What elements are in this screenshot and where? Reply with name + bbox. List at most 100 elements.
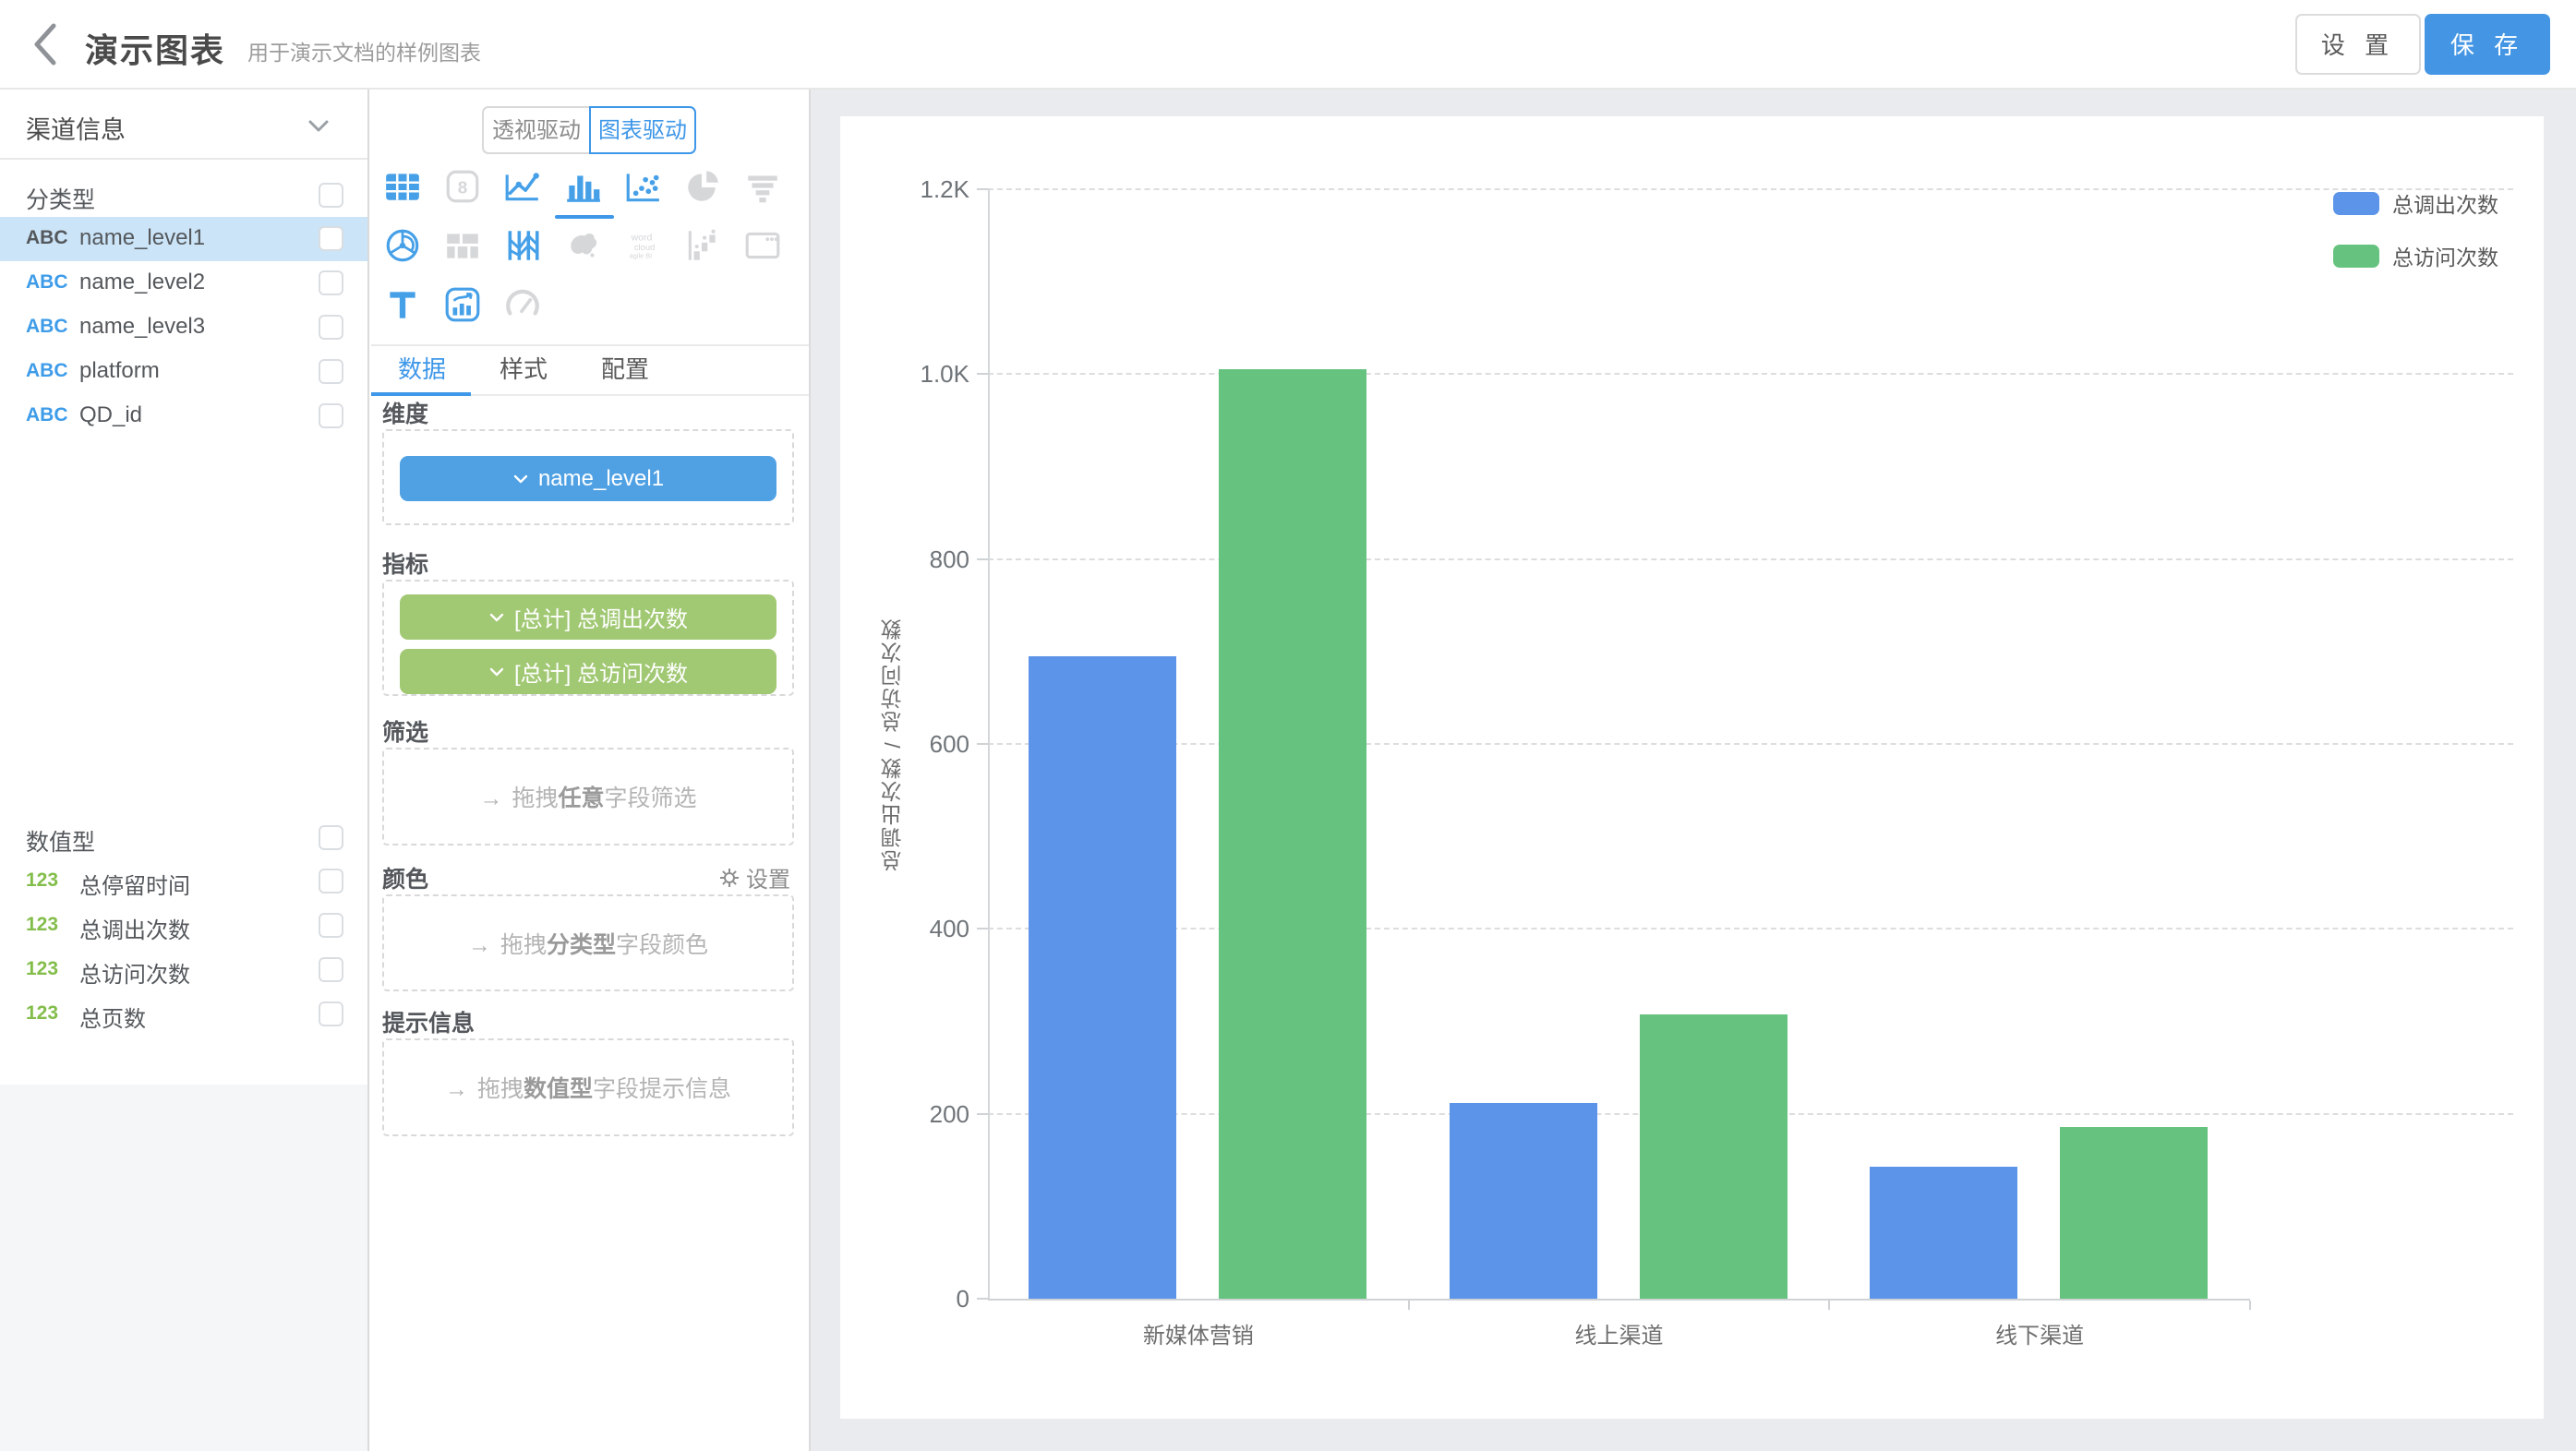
- bar-总访问次数-线上渠道[interactable]: [1639, 1014, 1788, 1299]
- field-checkbox[interactable]: [319, 270, 343, 295]
- save-button[interactable]: 保 存: [2425, 14, 2550, 75]
- waterfall-chart-icon[interactable]: [683, 226, 726, 269]
- tooltip-drop-hint: → 拖拽数值型字段提示信息: [444, 1076, 732, 1102]
- legend-label: 总调出次数: [2392, 193, 2498, 217]
- tooltip-drop-zone[interactable]: → 拖拽数值型字段提示信息: [382, 1038, 794, 1136]
- metric-card-icon[interactable]: 8: [443, 167, 486, 210]
- bar-总调出次数-线下渠道[interactable]: [1870, 1166, 2018, 1299]
- color-section-header: 颜色 设置: [382, 861, 794, 893]
- tab-数据[interactable]: 数据: [371, 346, 473, 396]
- field-row[interactable]: 123 总页数: [0, 992, 367, 1037]
- y-tick-label: 0: [956, 1285, 969, 1313]
- y-tick-mark: [977, 928, 988, 930]
- measure-drop-zone[interactable]: [总计] 总调出次数 [总计] 总访问次数: [382, 580, 794, 696]
- chart-card: 总调出次数 总访问次数 总调出次数 / 总访问次数 0 200 400 600 800 1.…: [840, 116, 2544, 1419]
- field-checkbox[interactable]: [319, 913, 343, 938]
- table-icon[interactable]: [383, 167, 426, 210]
- bar-总调出次数-新媒体营销[interactable]: [1029, 655, 1176, 1299]
- parallel-coordinates-icon[interactable]: [503, 226, 546, 269]
- section-select-all-checkbox[interactable]: [319, 183, 343, 208]
- legend-swatch: [2333, 244, 2379, 268]
- chip-label: [总计] 总访问次数: [513, 662, 688, 687]
- measure-label: 指标: [382, 552, 429, 578]
- svg-text:agile BI: agile BI: [630, 252, 652, 260]
- svg-text:8: 8: [458, 178, 468, 198]
- tab-配置[interactable]: 配置: [600, 355, 649, 383]
- y-tick-mark: [977, 1112, 988, 1115]
- settings-button[interactable]: 设 置: [2295, 14, 2421, 75]
- bar-chart-icon[interactable]: [555, 167, 614, 219]
- y-tick-label: 800: [929, 545, 969, 573]
- bar-总调出次数-线上渠道[interactable]: [1449, 1102, 1597, 1299]
- mode-toggle-inactive[interactable]: 透视驱动: [482, 106, 589, 154]
- chevron-down-icon: [307, 114, 331, 138]
- dimension-section-header: 维度: [382, 396, 794, 427]
- pie-chart-icon[interactable]: [683, 167, 726, 210]
- color-drop-zone[interactable]: → 拖拽分类型字段颜色: [382, 894, 794, 991]
- field-checkbox[interactable]: [319, 226, 343, 251]
- field-checkbox[interactable]: [319, 315, 343, 340]
- china-map-icon[interactable]: [563, 226, 606, 269]
- field-chip[interactable]: [总计] 总调出次数: [400, 594, 776, 640]
- top-bar: 演示图表 用于演示文档的样例图表 设 置 保 存: [0, 0, 2576, 90]
- arrow-right-icon: →: [444, 1076, 468, 1102]
- tab-样式[interactable]: 样式: [499, 355, 548, 383]
- legend-item[interactable]: 总调出次数: [2333, 187, 2498, 219]
- y-axis-line: [988, 189, 990, 1299]
- y-tick-mark: [977, 188, 988, 190]
- arrow-right-icon: →: [467, 931, 491, 958]
- field-checkbox[interactable]: [319, 403, 343, 428]
- dimension-drop-zone[interactable]: name_level1: [382, 429, 794, 525]
- field-row[interactable]: 123 总停留时间: [0, 859, 367, 904]
- text-label-icon[interactable]: [383, 285, 426, 328]
- gear-icon: [720, 868, 739, 887]
- bar-总访问次数-新媒体营销[interactable]: [1219, 369, 1366, 1299]
- y-tick-label: 1.0K: [920, 360, 970, 389]
- field-chip[interactable]: [总计] 总访问次数: [400, 649, 776, 694]
- treemap-icon[interactable]: [443, 226, 486, 269]
- field-name: 总停留时间: [79, 874, 190, 899]
- field-row[interactable]: ABC name_level2: [0, 261, 367, 306]
- field-row[interactable]: 123 总访问次数: [0, 948, 367, 992]
- scatter-plot-icon[interactable]: [623, 167, 666, 210]
- numeric-type-icon: 123: [26, 1002, 59, 1024]
- field-checkbox[interactable]: [319, 1001, 343, 1026]
- line-chart-icon[interactable]: [503, 167, 546, 210]
- field-checkbox[interactable]: [319, 359, 343, 384]
- dataset-selector[interactable]: 渠道信息: [0, 90, 367, 160]
- gridline: [988, 188, 2513, 190]
- mode-toggle-active[interactable]: 图表驱动: [589, 106, 696, 154]
- x-category-label: 新媒体营销: [1142, 1324, 1254, 1349]
- field-name: 总访问次数: [79, 963, 190, 988]
- gridline: [988, 373, 2513, 376]
- field-name: name_level3: [79, 314, 206, 339]
- field-checkbox[interactable]: [319, 869, 343, 893]
- field-row[interactable]: ABC name_level3: [0, 306, 367, 350]
- field-checkbox[interactable]: [319, 957, 343, 982]
- field-row[interactable]: ABC name_level1: [0, 217, 367, 261]
- filter-drop-zone[interactable]: → 拖拽任意字段筛选: [382, 748, 794, 845]
- legend-item[interactable]: 总访问次数: [2333, 240, 2498, 271]
- dimension-label: 维度: [382, 402, 429, 427]
- config-tabs: 数据 样式 配置: [371, 346, 809, 396]
- section-select-all-checkbox[interactable]: [319, 825, 343, 850]
- field-chip[interactable]: name_level1: [400, 456, 776, 501]
- bar-总访问次数-线下渠道[interactable]: [2060, 1126, 2209, 1299]
- radar-chart-icon[interactable]: [383, 226, 426, 269]
- numeric-type-icon: 123: [26, 869, 59, 891]
- back-icon[interactable]: [26, 20, 66, 68]
- legend-label: 总访问次数: [2392, 246, 2498, 270]
- word-cloud-icon[interactable]: word cloud agile BI: [623, 226, 666, 269]
- field-row[interactable]: 123 总调出次数: [0, 904, 367, 948]
- color-settings-button[interactable]: 设置: [718, 861, 790, 893]
- text-type-icon: ABC: [26, 227, 68, 248]
- field-row[interactable]: ABC QD_id: [0, 394, 367, 438]
- gauge-icon[interactable]: [503, 285, 546, 328]
- y-tick-mark: [977, 373, 988, 376]
- funnel-chart-icon[interactable]: [743, 167, 786, 210]
- field-section-header: 数值型: [0, 817, 367, 859]
- iframe-embed-icon[interactable]: [743, 226, 786, 269]
- indicator-card-icon[interactable]: [443, 285, 486, 328]
- field-row[interactable]: ABC platform: [0, 350, 367, 394]
